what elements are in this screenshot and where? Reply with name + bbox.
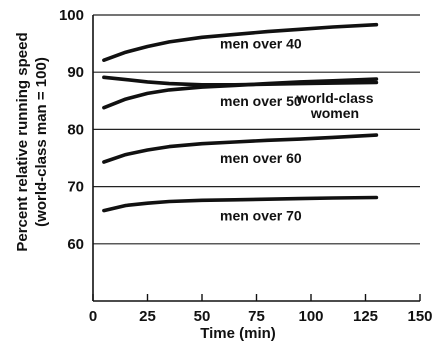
series-label-world-class-women-line-1: world-class	[295, 90, 373, 106]
series-label-men-over-50: men over 50	[220, 93, 302, 109]
series-label-world-class-women-line-2: women	[310, 105, 359, 121]
y-tick-label-80: 80	[67, 121, 84, 138]
series-label-men-over-40: men over 40	[220, 36, 302, 52]
x-tick-label-100: 100	[298, 308, 323, 325]
series-line-men-over-40	[102, 22, 379, 62]
series-line-men-over-70	[102, 195, 379, 213]
axes	[92, 15, 421, 302]
series-label-men-over-70: men over 70	[220, 207, 302, 223]
y-tick-label-70: 70	[67, 179, 84, 196]
x-tick-label-150: 150	[407, 308, 432, 325]
y-axis-subtitle: (world-class man = 100)	[33, 57, 50, 227]
y-axis-title: Percent relative running speed	[14, 32, 31, 251]
x-tick-label-75: 75	[248, 308, 265, 325]
x-tick-label-25: 25	[139, 308, 156, 325]
series-line-men-over-60	[102, 133, 379, 164]
x-tick-label-0: 0	[89, 308, 97, 325]
series-lines	[102, 22, 379, 213]
x-tick-label-125: 125	[353, 308, 378, 325]
series-label-men-over-60: men over 60	[220, 150, 302, 166]
y-tick-label-100: 100	[59, 7, 84, 24]
x-tick-label-50: 50	[194, 308, 211, 325]
y-tick-label-60: 60	[67, 236, 84, 253]
y-tick-label-90: 90	[67, 64, 84, 81]
grid-lines	[93, 14, 420, 245]
tick-labels: 0 25 50 75 100 125 150 60 70 80 90 100	[59, 7, 433, 325]
series-line-world-class-women	[102, 75, 379, 87]
x-axis-title: Time (min)	[200, 325, 276, 342]
